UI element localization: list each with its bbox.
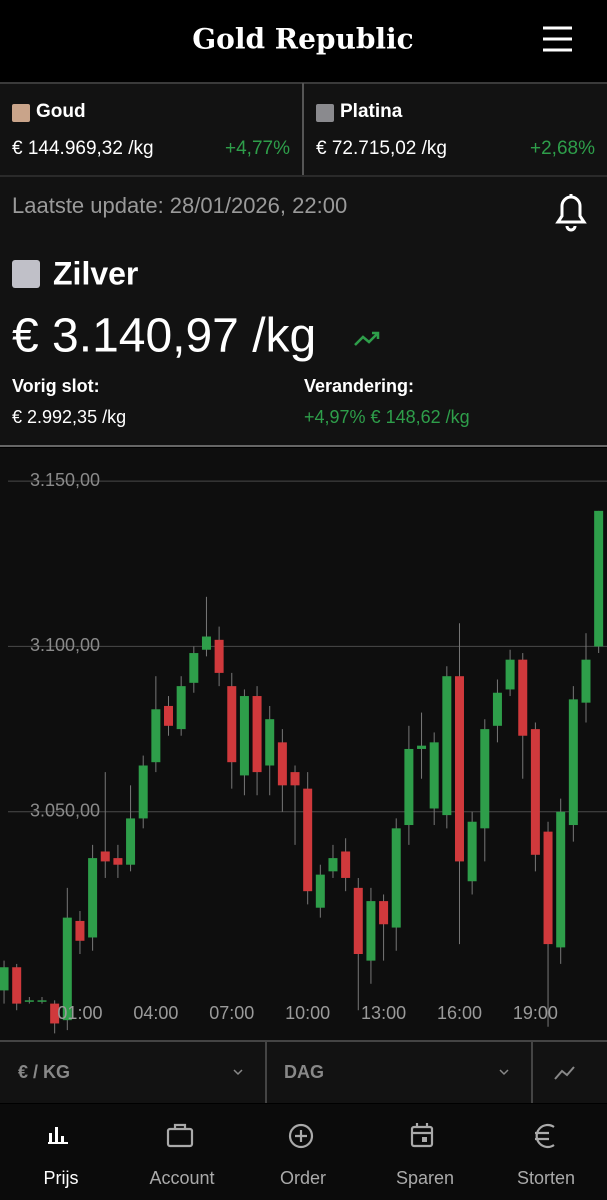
metal-swatch: [12, 260, 40, 288]
ticker-price: € 72.715,02 /kg: [316, 138, 447, 159]
candle-body: [176, 686, 186, 730]
x-tick-label: 19:00: [513, 1003, 558, 1023]
candle-body: [227, 686, 237, 763]
nav-account[interactable]: Account: [149, 1123, 215, 1188]
last-update: Laatste update: 28/01/2026, 22:00: [12, 193, 347, 218]
candle-body: [518, 659, 528, 736]
candle-body: [113, 858, 123, 865]
nav-order[interactable]: Order: [280, 1123, 326, 1188]
unit-selector[interactable]: € / KG: [18, 1062, 243, 1082]
candle-body: [480, 729, 490, 829]
candle-body: [88, 858, 98, 938]
x-tick-label: 10:00: [285, 1003, 330, 1023]
candle-body: [429, 742, 439, 809]
candle-body: [568, 699, 578, 826]
x-tick-label: 13:00: [361, 1003, 406, 1023]
chart-area: [0, 448, 607, 1040]
change-value: +4,97% € 148,62 /kg: [304, 407, 470, 427]
y-tick-label: 3.050,00: [30, 801, 100, 821]
candle-body: [24, 1000, 34, 1002]
ticker-name: Goud: [36, 101, 86, 122]
nav-storten[interactable]: Storten: [517, 1123, 575, 1188]
menu-button[interactable]: [543, 26, 572, 52]
candle-body: [442, 676, 452, 816]
nav-label: Prijs: [44, 1168, 79, 1188]
instrument-name: Zilver: [53, 255, 138, 291]
candle-body: [556, 811, 566, 948]
candle-body: [164, 705, 174, 726]
candle-body: [594, 510, 604, 647]
candle-body: [100, 851, 110, 862]
candle-body: [404, 748, 414, 826]
candle-body: [12, 967, 22, 1004]
candle-body: [214, 639, 224, 673]
candle-body: [0, 967, 9, 991]
candle-body: [265, 719, 275, 766]
candle-body: [252, 696, 262, 773]
x-tick-label: 04:00: [133, 1003, 178, 1023]
bottom-nav: [0, 1104, 607, 1200]
candle-body: [492, 692, 502, 726]
selector-label: € / KG: [18, 1062, 70, 1082]
candle-body: [126, 818, 136, 865]
alert-bell[interactable]: [555, 194, 587, 232]
y-tick-label: 3.100,00: [30, 635, 100, 655]
chart-type-button[interactable]: [554, 1066, 575, 1080]
candle-body: [530, 729, 540, 855]
nav-label: Order: [280, 1168, 326, 1188]
x-tick-label: 01:00: [57, 1003, 102, 1023]
period-selector[interactable]: DAG: [284, 1062, 509, 1082]
candle-body: [353, 887, 363, 955]
candle-body: [341, 851, 351, 878]
header: [0, 0, 607, 82]
candle-body: [62, 917, 72, 1021]
nav-label: Storten: [517, 1168, 575, 1188]
candle-body: [543, 831, 553, 945]
candle-body: [201, 636, 211, 650]
candle-body: [50, 1003, 60, 1024]
candle-body: [290, 772, 300, 786]
candle-body: [366, 901, 376, 961]
candle-body: [454, 676, 464, 862]
y-tick-label: 3.150,00: [30, 470, 100, 490]
candle-body: [581, 659, 591, 703]
nav-label: Account: [149, 1168, 214, 1188]
ticker-change: +4,77%: [225, 138, 290, 159]
candle-body: [303, 788, 313, 892]
selector-label: DAG: [284, 1062, 324, 1082]
ticker-goud[interactable]: Goud € 144.969,32 /kg +4,77%: [12, 101, 290, 159]
candle-body: [189, 653, 199, 683]
ticker-name: Platina: [340, 101, 403, 122]
candle-body: [467, 821, 477, 882]
candle-body: [277, 742, 287, 786]
candlestick-chart: 3.050,00 3.100,00 3.150,00 01:00 04:00 07:00 1…: [0, 470, 607, 1034]
ticker-change: +2,68%: [530, 138, 595, 159]
candle-body: [138, 765, 148, 819]
ticker-price: € 144.969,32 /kg: [12, 138, 154, 159]
instrument-price: € 3.140,97 /kg: [12, 310, 316, 363]
previous-label: Vorig slot:: [12, 376, 100, 396]
candle-body: [505, 659, 515, 690]
candle-body: [239, 696, 249, 776]
previous-value: € 2.992,35 /kg: [12, 407, 126, 427]
candle-body: [379, 901, 389, 925]
candle-body: [315, 874, 325, 908]
x-tick-label: 07:00: [209, 1003, 254, 1023]
candle-body: [75, 920, 85, 941]
candle-body: [391, 828, 401, 928]
candle-body: [151, 709, 161, 763]
nav-sparen[interactable]: Sparen: [396, 1123, 454, 1188]
x-tick-label: 16:00: [437, 1003, 482, 1023]
candle-body: [417, 745, 427, 749]
nav-prijs[interactable]: Prijs: [44, 1127, 79, 1188]
ticker-platina[interactable]: Platina € 72.715,02 /kg +2,68%: [316, 101, 595, 159]
candle-body: [37, 1000, 47, 1002]
trend-icon: [354, 332, 379, 346]
candle-body: [328, 858, 338, 872]
change-label: Verandering:: [304, 376, 414, 396]
app-title: Gold Republic: [192, 23, 413, 56]
nav-label: Sparen: [396, 1168, 454, 1188]
